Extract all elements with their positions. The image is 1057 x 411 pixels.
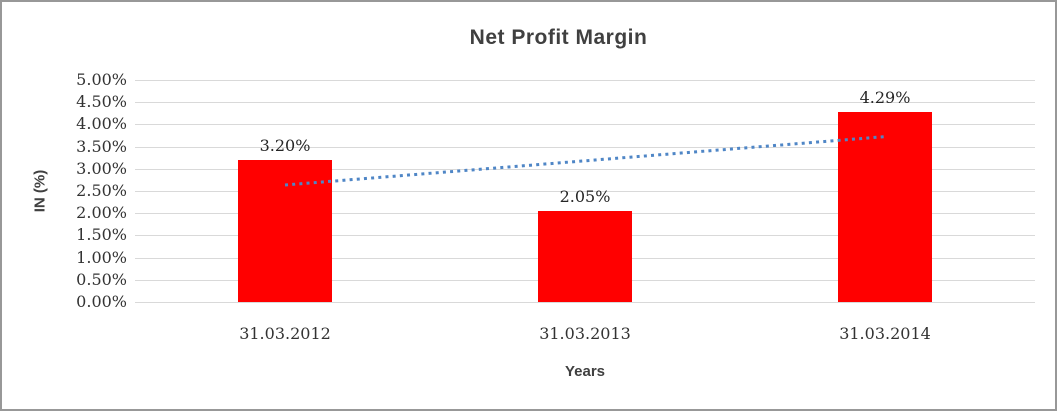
y-tick-label: 0.00%: [76, 292, 127, 312]
y-tick-label: 1.00%: [76, 247, 127, 267]
gridline: [135, 146, 1035, 148]
gridline: [135, 191, 1035, 192]
bar-value-label: 3.20%: [259, 135, 311, 155]
bar-value-label: 2.05%: [559, 186, 611, 206]
y-tick-label: 5.00%: [76, 70, 127, 90]
bar-value-label: 4.29%: [859, 87, 911, 107]
bar-31.03.2013: [538, 210, 632, 302]
x-tick-label: 31.03.2012: [239, 324, 331, 343]
gridline: [135, 80, 1035, 81]
y-tick-label: 0.50%: [76, 269, 127, 289]
x-tick-label: 31.03.2013: [539, 324, 631, 343]
y-tick-label: 2.50%: [76, 181, 127, 201]
y-tick-label: 4.00%: [76, 114, 127, 134]
gridline: [135, 168, 1035, 170]
x-axis-title: Years: [564, 363, 606, 380]
y-tick-label: 3.00%: [76, 158, 127, 178]
x-tick-label: 31.03.2014: [839, 324, 931, 343]
y-tick-label: 3.50%: [76, 136, 127, 156]
plot-area: 3.20% 2.05% 4.29%: [135, 80, 1035, 303]
gridline: [135, 124, 1035, 126]
trendline: [284, 135, 886, 187]
y-tick-label: 1.50%: [76, 225, 127, 245]
chart-title: Net Profit Margin: [469, 26, 648, 49]
y-tick-label: 4.50%: [76, 92, 127, 112]
y-tick-label: 2.00%: [76, 203, 127, 223]
gridline: [135, 302, 1035, 303]
gridline: [135, 102, 1035, 104]
bar-31.03.2014: [838, 111, 932, 302]
